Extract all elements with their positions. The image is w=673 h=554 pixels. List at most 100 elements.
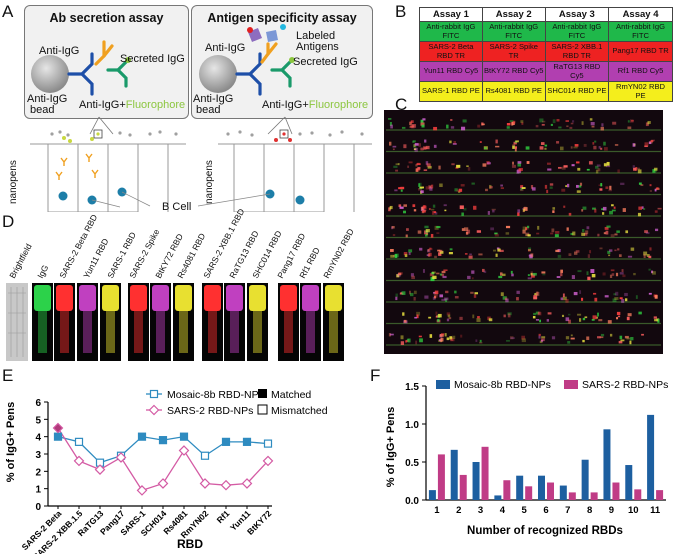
chip-spot [403, 210, 406, 214]
chip-spot [461, 228, 465, 231]
chip-spot [527, 274, 530, 277]
chip-spot [416, 163, 421, 166]
chip-spot [626, 337, 631, 340]
chip-spot [599, 247, 603, 250]
chip-spot [633, 167, 636, 171]
chip-spot [638, 182, 642, 185]
chip-spot [389, 205, 393, 210]
chip-spot [466, 229, 471, 234]
e-point-diamond [136, 485, 148, 496]
fluorescence-pen [156, 311, 165, 353]
chip-spot [418, 182, 422, 187]
chip-spot [594, 208, 597, 213]
assay-cell: Anti-rabbit IgG FITC [481, 21, 546, 42]
chip-spot [439, 273, 443, 276]
assay-header: Assay 3 [544, 7, 610, 22]
chip-spot [595, 165, 599, 169]
chip-spot [429, 185, 432, 188]
chip-spot [489, 184, 492, 189]
chip-spot [535, 124, 539, 128]
chip-spot [550, 123, 553, 126]
chip-spot [403, 204, 408, 207]
chip-spot [552, 210, 555, 213]
chip-spot [418, 335, 422, 338]
chip-spot [484, 147, 487, 150]
chip-spot [502, 273, 506, 277]
chip-spot [449, 248, 453, 251]
fluorescence-pen [83, 311, 92, 353]
chip-spot [591, 318, 595, 321]
chip-spot [627, 255, 633, 258]
chip-spot [391, 225, 395, 229]
chip-spot [521, 338, 526, 343]
chip-spot [627, 120, 630, 123]
chip-spot [532, 316, 536, 319]
chip-spot [584, 316, 588, 319]
chip-spot [505, 225, 511, 229]
chip-spot [476, 318, 481, 322]
f-bar [503, 480, 511, 500]
chip-spot [479, 341, 483, 344]
chip-spot [405, 234, 408, 238]
chip-spot [483, 270, 487, 274]
chip-spot [477, 124, 481, 128]
chip-spot [456, 189, 461, 192]
e-point-square [53, 432, 63, 441]
chip-spot [635, 295, 638, 299]
chip-spot [395, 253, 399, 258]
chip-spot [468, 255, 473, 259]
chip-spot [439, 333, 444, 337]
chip-spot [585, 230, 589, 234]
chip-spot [560, 272, 563, 277]
e-y-tick-label: 6 [35, 398, 41, 409]
chip-spot [395, 293, 398, 297]
assay-cell: RaTG13 RBD Cy5 [544, 61, 610, 82]
chip-spot [520, 184, 524, 188]
chip-spot [463, 207, 467, 211]
antigen-label-cyan [280, 24, 286, 30]
chip-spot [600, 183, 603, 187]
fluorescence-signal [175, 285, 192, 311]
chip-spot [467, 275, 471, 280]
e-legend-label: SARS-2 RBD-NPs [167, 405, 253, 417]
chip-spot [530, 185, 534, 189]
e-legend-label: Mismatched [271, 405, 328, 417]
chip-spot [499, 249, 504, 252]
chip-spot [401, 126, 406, 129]
chip-spot [644, 142, 649, 147]
chip-spot [466, 165, 469, 168]
chip-spot [617, 315, 621, 318]
chip-spot [549, 186, 553, 189]
chip-spot [512, 145, 515, 149]
chip-spot [565, 317, 570, 322]
chip-spot [438, 313, 442, 318]
anti-igg-bead-right [199, 55, 237, 93]
chip-spot [627, 313, 632, 317]
chip-spot [532, 272, 537, 276]
chip-spot [593, 292, 597, 295]
chip-spot [562, 296, 567, 301]
antigen-label-red [247, 27, 253, 33]
chip-spot [592, 142, 595, 145]
chip-spot [436, 272, 440, 275]
f-bars [428, 414, 664, 500]
fluorescence-signal [325, 285, 342, 311]
chip-spot [575, 250, 580, 253]
chip-spot [506, 126, 510, 129]
chip-spot [609, 333, 613, 337]
chip-spot [403, 319, 407, 323]
e-point-diamond [94, 464, 106, 475]
chip-spot [611, 204, 614, 207]
chip-spot [607, 320, 612, 324]
chip-spot [573, 291, 578, 296]
anti-igg-bead-left [31, 55, 69, 93]
f-x-tick-label: 9 [609, 505, 614, 516]
chip-spot [397, 162, 400, 166]
chip-spot [562, 293, 565, 298]
chip-spot [437, 319, 440, 322]
assay-cell: BtKY72 RBD Cy5 [481, 61, 546, 82]
chip-spot [402, 312, 405, 316]
f-x-tick-label: 6 [543, 505, 548, 516]
chip-spot [433, 211, 437, 214]
chip-spot [648, 268, 651, 271]
